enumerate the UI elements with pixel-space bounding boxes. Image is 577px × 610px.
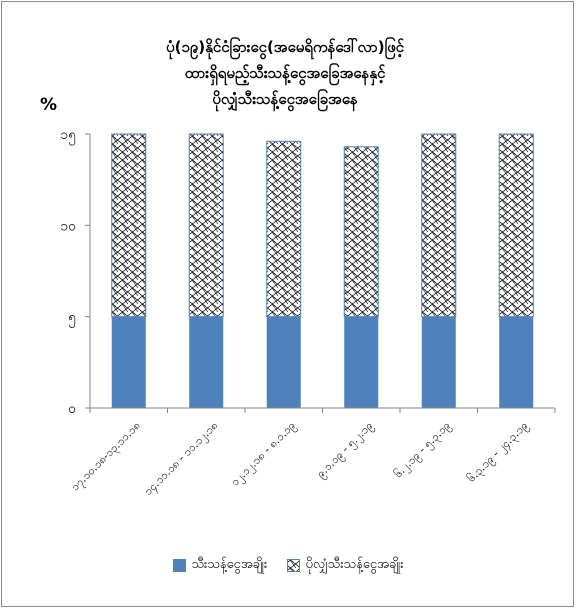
bar-reserve xyxy=(189,316,224,408)
bar-reserve xyxy=(499,316,534,408)
bar-reserve xyxy=(421,316,456,408)
legend-item-excess-reserve: ပိုလျှံသီးသန့်ငွေအချိုး xyxy=(287,556,404,575)
y-tick-label: ၀ xyxy=(68,401,76,417)
legend-swatch-solid xyxy=(173,559,187,572)
y-tick-label: ၅ xyxy=(68,310,76,328)
y-axis: ၀ ၅ ၁၀ ၁၅ xyxy=(60,127,91,417)
x-tick-label: ၆.၃.၁၉ - ၂၄.၃.၁၉ xyxy=(465,419,532,486)
chart-title-line-1: ပုံ(၁၉)နိုင်ငံခြားငွေ(အမေရိကန်ဒေါ်လာ)ဖြင… xyxy=(166,38,404,56)
y-tick-label: ၁၀ xyxy=(60,218,76,234)
x-tick-label: ၁၄.၁၁.၁၈ - ၁၁.၁၂.၁၈ xyxy=(141,419,221,499)
x-tick-label: ၁၂.၁၂.၁၈ - ၈.၁.၁၉ xyxy=(228,419,299,490)
bar-excess-reserve xyxy=(421,133,457,318)
x-tick-label: ၆.၂.၁၉ - ၅.၃.၁၉ xyxy=(392,419,455,482)
chart-title-line-3: ပိုလျှံသီးသန့်ငွေအခြေအနေ xyxy=(212,90,358,108)
legend-label-reserve: သီးသန့်ငွေအချိုး xyxy=(191,557,268,572)
bar-excess-reserve xyxy=(266,140,302,318)
bar-excess-reserve xyxy=(343,146,379,318)
bar-reserve xyxy=(266,316,301,408)
bar-excess-reserve xyxy=(498,133,534,318)
y-axis-label: % xyxy=(40,95,57,115)
chart-title: ပုံ(၁၉)နိုင်ငံခြားငွေ(အမေရိကန်ဒေါ်လာ)ဖြင… xyxy=(90,34,480,112)
x-tick-label: ၉.၁.၁၉ - ၅.၂.၁၉ xyxy=(314,419,377,482)
legend: သီးသန့်ငွေအချိုး ပိုလျှံသီးသန့်ငွေအချိုး xyxy=(0,556,577,576)
bar-excess-reserve xyxy=(111,133,147,318)
legend-item-reserve: သီးသန့်ငွေအချိုး xyxy=(173,556,267,575)
bar-reserve xyxy=(344,316,379,408)
bar-reserve xyxy=(111,316,146,408)
bar-excess-reserve xyxy=(188,133,224,318)
y-tick-label: ၁၅ xyxy=(60,127,76,145)
chart-title-line-2: ထားရှိရမည့်သီးသန့်ငွေအခြေအနေနှင့် xyxy=(184,64,386,82)
legend-swatch-pattern xyxy=(287,559,301,572)
legend-label-excess-reserve: ပိုလျှံသီးသန့်ငွေအချိုး xyxy=(305,557,404,572)
bars xyxy=(111,133,534,408)
x-tick-label: ၁၇.၁၀.၁၈-၁၃.၁၁.၁၈ xyxy=(68,419,144,495)
